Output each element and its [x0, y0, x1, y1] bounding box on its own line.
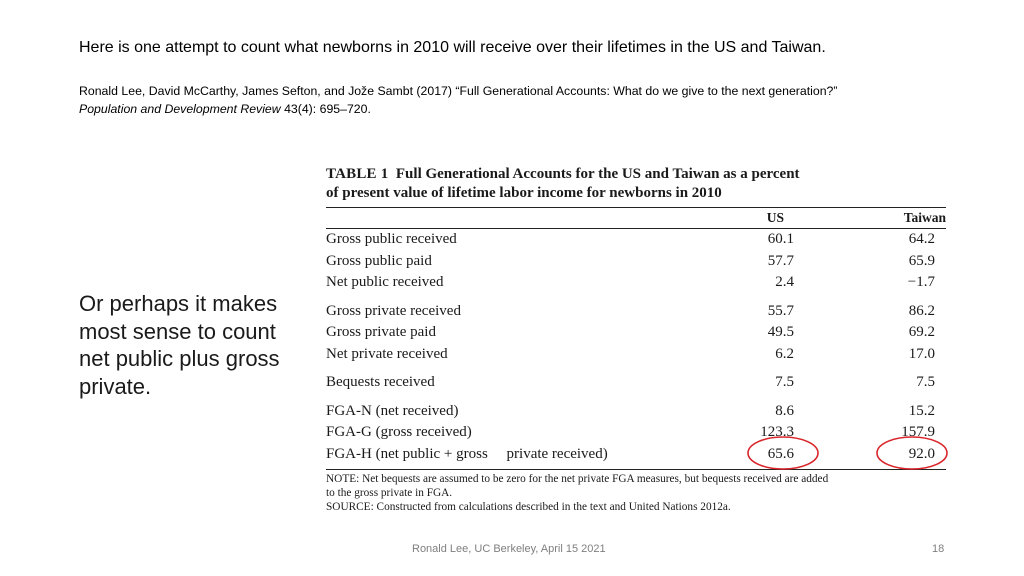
generational-accounts-table: TABLE 1 Full Generational Accounts for t… — [326, 165, 946, 514]
table-note-line1: NOTE: Net bequests are assumed to be zer… — [326, 473, 829, 485]
table-title-line1: Full Generational Accounts for the US an… — [395, 166, 800, 182]
row-label: FGA-N (net received) — [326, 402, 459, 419]
table-row: Bequests received 7.5 7.5 — [326, 372, 946, 394]
row-value-taiwan: 7.5 — [916, 374, 935, 390]
table-body: Gross public received 60.1 64.2 Gross publi… — [326, 229, 946, 465]
table-title-line2: of present value of lifetime labor incom… — [326, 184, 722, 201]
row-label: FGA-H (net public + gross private receiv… — [326, 445, 608, 462]
row-value-us: 60.1 — [767, 231, 794, 247]
table-row: Gross private paid 49.5 69.2 — [326, 322, 946, 344]
column-header-taiwan: Taiwan — [903, 210, 946, 225]
table-header-rule — [326, 228, 946, 229]
row-value-us: 49.5 — [767, 324, 794, 340]
group-spacer — [326, 294, 946, 301]
group-spacer — [326, 394, 946, 401]
table-row: Gross private received 55.7 86.2 — [326, 301, 946, 323]
citation: Ronald Lee, David McCarthy, James Sefton… — [79, 82, 979, 118]
row-value-taiwan: 65.9 — [908, 252, 935, 269]
row-value-taiwan: 64.2 — [908, 231, 935, 247]
row-value-taiwan: 15.2 — [908, 402, 935, 419]
row-value-us: 57.7 — [767, 252, 794, 269]
footer-text: Ronald Lee, UC Berkeley, April 15 2021 — [412, 543, 606, 555]
row-value-taiwan: −1.7 — [907, 274, 935, 290]
table-note-line2: to the gross private in FGA. — [326, 487, 453, 499]
group-spacer — [326, 365, 946, 372]
row-label: Bequests received — [326, 374, 435, 390]
row-label: Gross public received — [326, 231, 457, 247]
row-value-us: 65.6 — [767, 445, 794, 462]
table-bottom-rule — [326, 469, 946, 470]
table-row: FGA-H (net public + gross private receiv… — [326, 444, 946, 466]
citation-details: 43(4): 695–720. — [280, 102, 371, 116]
side-commentary: Or perhaps it makes most sense to count … — [79, 291, 280, 399]
row-value-us: 8.6 — [775, 402, 794, 419]
table-row: Net private received 6.2 17.0 — [326, 344, 946, 366]
table-row: Gross public received 60.1 64.2 — [326, 229, 946, 251]
row-label: Net public received — [326, 274, 444, 290]
table-label: TABLE 1 — [326, 166, 389, 182]
row-label: Net private received — [326, 345, 448, 362]
table-row: Gross public paid 57.7 65.9 — [326, 251, 946, 273]
table-row: FGA-N (net received) 8.6 15.2 — [326, 401, 946, 423]
citation-journal-line: Population and Development Review 43(4):… — [79, 100, 979, 118]
row-value-us: 6.2 — [775, 345, 794, 362]
row-value-taiwan: 157.9 — [901, 424, 935, 440]
row-value-us: 7.5 — [775, 374, 794, 390]
row-label: Gross private received — [326, 302, 461, 319]
table-note: NOTE: Net bequests are assumed to be zer… — [326, 472, 946, 514]
row-label: Gross public paid — [326, 252, 432, 269]
row-value-taiwan: 69.2 — [908, 324, 935, 340]
page-number: 18 — [932, 543, 945, 555]
row-value-us: 123.3 — [760, 424, 794, 440]
table-title: TABLE 1 Full Generational Accounts for t… — [326, 165, 946, 202]
row-value-us: 2.4 — [775, 274, 794, 290]
row-value-us: 55.7 — [767, 302, 794, 319]
citation-journal: Population and Development Review — [79, 102, 281, 116]
table-header: US Taiwan — [326, 208, 946, 228]
slide-headline: Here is one attempt to count what newbor… — [79, 39, 826, 56]
table-source: SOURCE: Constructed from calculations de… — [326, 501, 731, 513]
citation-authors-title: Ronald Lee, David McCarthy, James Sefton… — [79, 84, 838, 98]
table-row: FGA-G (gross received) 123.3 157.9 — [326, 422, 946, 444]
column-header-us: US — [766, 210, 784, 225]
row-value-taiwan: 92.0 — [908, 445, 935, 462]
row-label: FGA-G (gross received) — [326, 424, 472, 440]
row-value-taiwan: 17.0 — [908, 345, 935, 362]
row-label: Gross private paid — [326, 324, 436, 340]
table-top-rule — [326, 207, 946, 208]
table-row: Net public received 2.4 −1.7 — [326, 272, 946, 294]
row-value-taiwan: 86.2 — [908, 302, 935, 319]
